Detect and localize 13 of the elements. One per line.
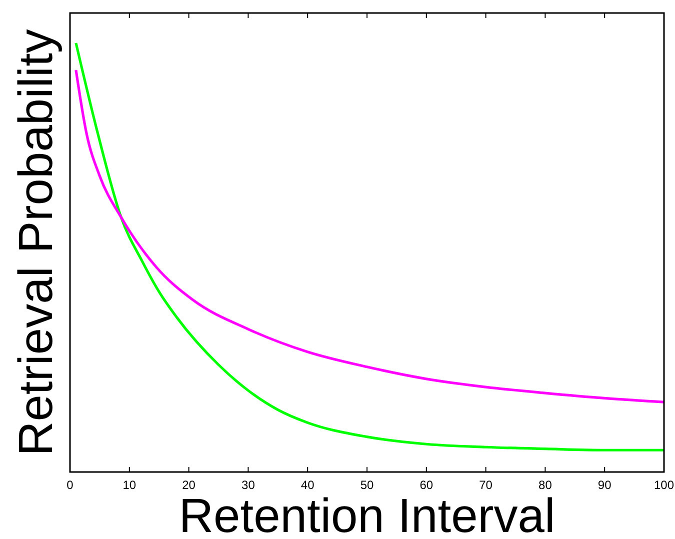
- x-tick-label: 0: [66, 478, 74, 492]
- x-tick-label: 60: [420, 478, 434, 492]
- x-tick-label: 20: [182, 478, 196, 492]
- x-tick-label: 10: [122, 478, 136, 492]
- y-axis-title: Retrieval Probability: [10, 29, 63, 456]
- x-tick-label: 50: [360, 478, 374, 492]
- x-tick-label: 90: [598, 478, 612, 492]
- x-tick-label: 30: [242, 478, 256, 492]
- x-tick-label: 70: [479, 478, 493, 492]
- x-axis-title: Retention Interval: [178, 490, 556, 539]
- x-tick-label: 100: [654, 478, 674, 492]
- x-tick-label: 40: [300, 478, 315, 492]
- x-tick-label: 80: [538, 478, 552, 492]
